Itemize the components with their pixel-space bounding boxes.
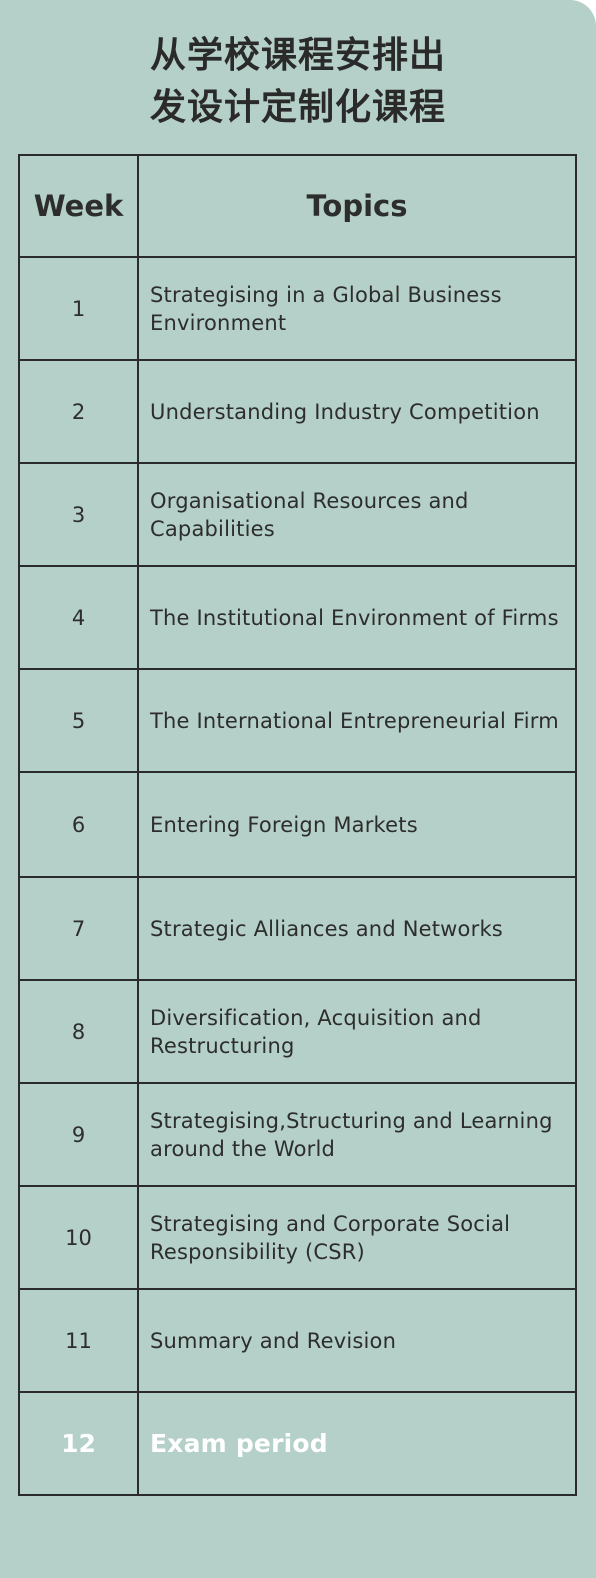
topic-cell: The International Entrepreneurial Firm — [137, 668, 577, 773]
topic-cell: Entering Foreign Markets — [137, 771, 577, 878]
topic-cell: Exam period — [137, 1391, 577, 1496]
table-row: 9 Strategising,Structuring and Learning … — [18, 1082, 577, 1187]
table-row: 1 Strategising in a Global Business Envi… — [18, 256, 577, 361]
title-line-1: 从学校课程安排出 — [149, 35, 446, 76]
table-row: 11 Summary and Revision — [18, 1288, 577, 1393]
table-header-row: Week Topics — [18, 154, 577, 258]
week-cell: 8 — [18, 979, 139, 1084]
week-cell: 11 — [18, 1288, 139, 1393]
week-cell: 9 — [18, 1082, 139, 1187]
topic-cell: Strategic Alliances and Networks — [137, 876, 577, 981]
week-cell: 6 — [18, 771, 139, 878]
week-cell: 5 — [18, 668, 139, 773]
column-header-topics: Topics — [137, 154, 577, 258]
schedule-table: Week Topics 1 Strategising in a Global B… — [18, 154, 577, 1496]
page-title: 从学校课程安排出 发设计定制化课程 — [0, 30, 596, 134]
topic-cell: Strategising,Structuring and Learning ar… — [137, 1082, 577, 1187]
table-row: 10 Strategising and Corporate Social Res… — [18, 1185, 577, 1290]
topic-cell: Strategising in a Global Business Enviro… — [137, 256, 577, 361]
table-row-exam: 12 Exam period — [18, 1391, 577, 1496]
topic-cell: Understanding Industry Competition — [137, 359, 577, 464]
week-cell: 12 — [18, 1391, 139, 1496]
week-cell: 1 — [18, 256, 139, 361]
week-cell: 3 — [18, 462, 139, 567]
title-line-2: 发设计定制化课程 — [149, 87, 446, 128]
table-row: 2 Understanding Industry Competition — [18, 359, 577, 464]
topic-cell: Diversification, Acquisition and Restruc… — [137, 979, 577, 1084]
week-cell: 2 — [18, 359, 139, 464]
topic-cell: The Institutional Environment of Firms — [137, 565, 577, 670]
week-cell: 4 — [18, 565, 139, 670]
column-header-week: Week — [18, 154, 139, 258]
topic-cell: Organisational Resources and Capabilitie… — [137, 462, 577, 567]
table-row: 4 The Institutional Environment of Firms — [18, 565, 577, 670]
week-cell: 7 — [18, 876, 139, 981]
week-cell: 10 — [18, 1185, 139, 1290]
table-row: 8 Diversification, Acquisition and Restr… — [18, 979, 577, 1084]
table-row: 5 The International Entrepreneurial Firm — [18, 668, 577, 773]
table-row: 6 Entering Foreign Markets — [18, 771, 577, 878]
table-row: 3 Organisational Resources and Capabilit… — [18, 462, 577, 567]
topic-cell: Strategising and Corporate Social Respon… — [137, 1185, 577, 1290]
topic-cell: Summary and Revision — [137, 1288, 577, 1393]
table-row: 7 Strategic Alliances and Networks — [18, 876, 577, 981]
